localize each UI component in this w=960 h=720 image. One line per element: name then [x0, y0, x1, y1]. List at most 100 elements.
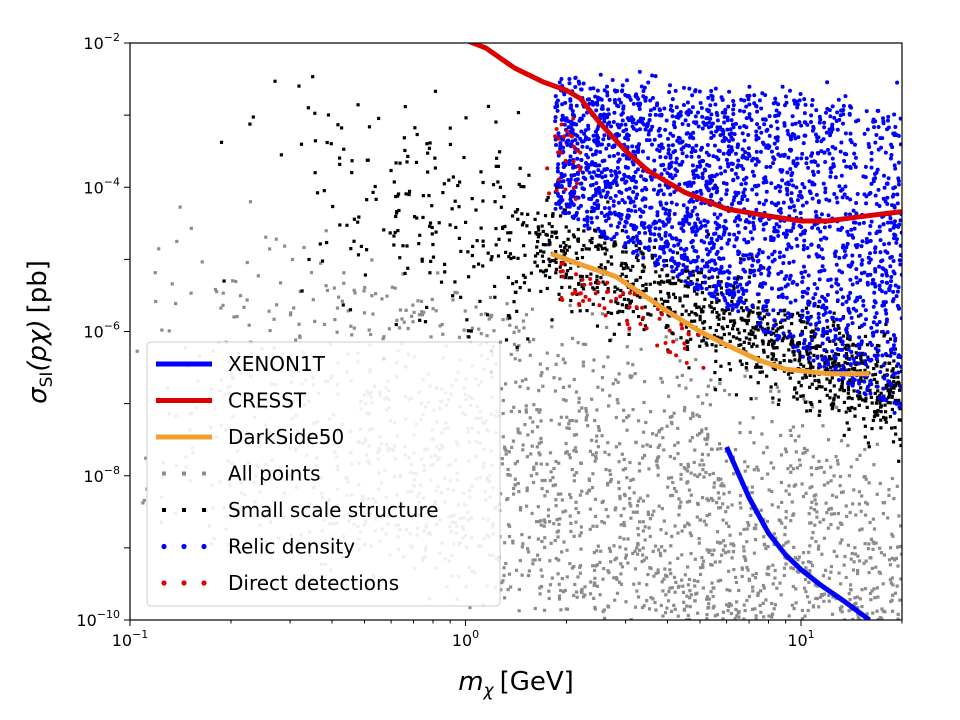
- point-relic: [637, 69, 642, 74]
- point-small-scale: [681, 304, 685, 308]
- point-all: [721, 617, 725, 620]
- point-relic: [766, 312, 771, 317]
- point-all: [636, 542, 640, 547]
- point-all: [525, 455, 529, 459]
- point-small-scale: [695, 305, 699, 310]
- point-relic: [777, 189, 782, 194]
- point-small-scale: [856, 314, 861, 318]
- point-small-scale: [251, 115, 255, 119]
- point-all: [856, 554, 860, 558]
- point-relic: [769, 200, 774, 205]
- point-relic: [731, 294, 736, 299]
- point-small-scale: [558, 297, 562, 302]
- point-all: [579, 525, 583, 529]
- point-small-scale: [848, 337, 852, 342]
- point-small-scale: [865, 405, 869, 409]
- point-small-scale: [464, 116, 468, 120]
- point-relic: [611, 199, 616, 204]
- point-all: [429, 335, 433, 339]
- point-relic: [794, 237, 799, 242]
- point-all: [604, 507, 608, 512]
- point-relic: [800, 294, 805, 299]
- point-all: [727, 550, 731, 554]
- point-small-scale: [535, 245, 539, 249]
- point-all: [719, 477, 723, 481]
- point-small-scale: [512, 300, 516, 304]
- point-small-scale: [825, 377, 829, 381]
- point-small-scale: [846, 396, 850, 400]
- point-small-scale: [638, 295, 642, 299]
- point-relic: [845, 241, 850, 246]
- point-small-scale: [641, 263, 645, 267]
- point-relic: [601, 188, 606, 193]
- point-all: [787, 484, 791, 488]
- point-relic: [793, 136, 798, 141]
- point-relic: [578, 136, 583, 141]
- point-all: [633, 549, 637, 553]
- point-small-scale: [425, 305, 429, 310]
- point-all: [677, 505, 682, 509]
- point-small-scale: [721, 316, 726, 320]
- point-all: [814, 467, 819, 471]
- point-all: [769, 389, 773, 393]
- point-relic: [797, 120, 802, 125]
- point-small-scale: [790, 321, 794, 326]
- point-relic: [638, 214, 643, 219]
- point-all: [715, 613, 720, 617]
- point-relic: [895, 201, 900, 206]
- point-all: [698, 472, 702, 477]
- point-all: [669, 572, 673, 576]
- point-all: [640, 605, 645, 610]
- point-small-scale: [612, 241, 616, 245]
- point-relic: [680, 159, 685, 164]
- point-all: [802, 586, 807, 590]
- point-all: [753, 576, 758, 580]
- point-all: [641, 546, 645, 550]
- point-small-scale: [599, 244, 603, 248]
- point-small-scale: [854, 351, 858, 355]
- point-small-scale: [751, 310, 755, 314]
- point-relic: [674, 115, 679, 120]
- point-all: [524, 408, 528, 412]
- point-small-scale: [494, 226, 498, 231]
- point-relic: [652, 158, 657, 163]
- point-all: [766, 544, 770, 549]
- point-small-scale: [831, 364, 836, 368]
- point-small-scale: [799, 394, 803, 398]
- point-small-scale: [621, 250, 625, 254]
- point-relic: [801, 141, 806, 146]
- point-small-scale: [774, 322, 778, 327]
- point-small-scale: [804, 306, 809, 310]
- point-all: [564, 399, 568, 403]
- point-all: [622, 520, 626, 525]
- point-all: [538, 453, 542, 457]
- point-small-scale: [554, 256, 558, 260]
- point-small-scale: [754, 325, 759, 329]
- point-all: [485, 334, 489, 338]
- point-all: [766, 573, 771, 577]
- point-all: [849, 465, 853, 469]
- point-all: [524, 404, 528, 408]
- point-all: [416, 299, 420, 303]
- point-all: [213, 287, 218, 292]
- point-relic: [670, 114, 675, 119]
- point-all: [514, 568, 519, 572]
- point-small-scale: [550, 224, 554, 229]
- point-relic: [619, 112, 624, 117]
- point-small-scale: [527, 231, 532, 235]
- point-relic: [742, 237, 747, 242]
- point-relic: [877, 283, 882, 288]
- point-all: [766, 566, 770, 570]
- point-small-scale: [773, 367, 777, 372]
- point-all: [722, 484, 726, 488]
- point-small-scale: [798, 355, 802, 359]
- point-all: [653, 600, 657, 605]
- point-all: [530, 511, 534, 516]
- point-all: [502, 445, 507, 449]
- point-relic: [785, 128, 790, 133]
- point-small-scale: [377, 116, 381, 121]
- point-all: [640, 559, 644, 564]
- point-relic: [764, 299, 769, 304]
- point-relic: [839, 108, 844, 113]
- point-all: [550, 576, 554, 580]
